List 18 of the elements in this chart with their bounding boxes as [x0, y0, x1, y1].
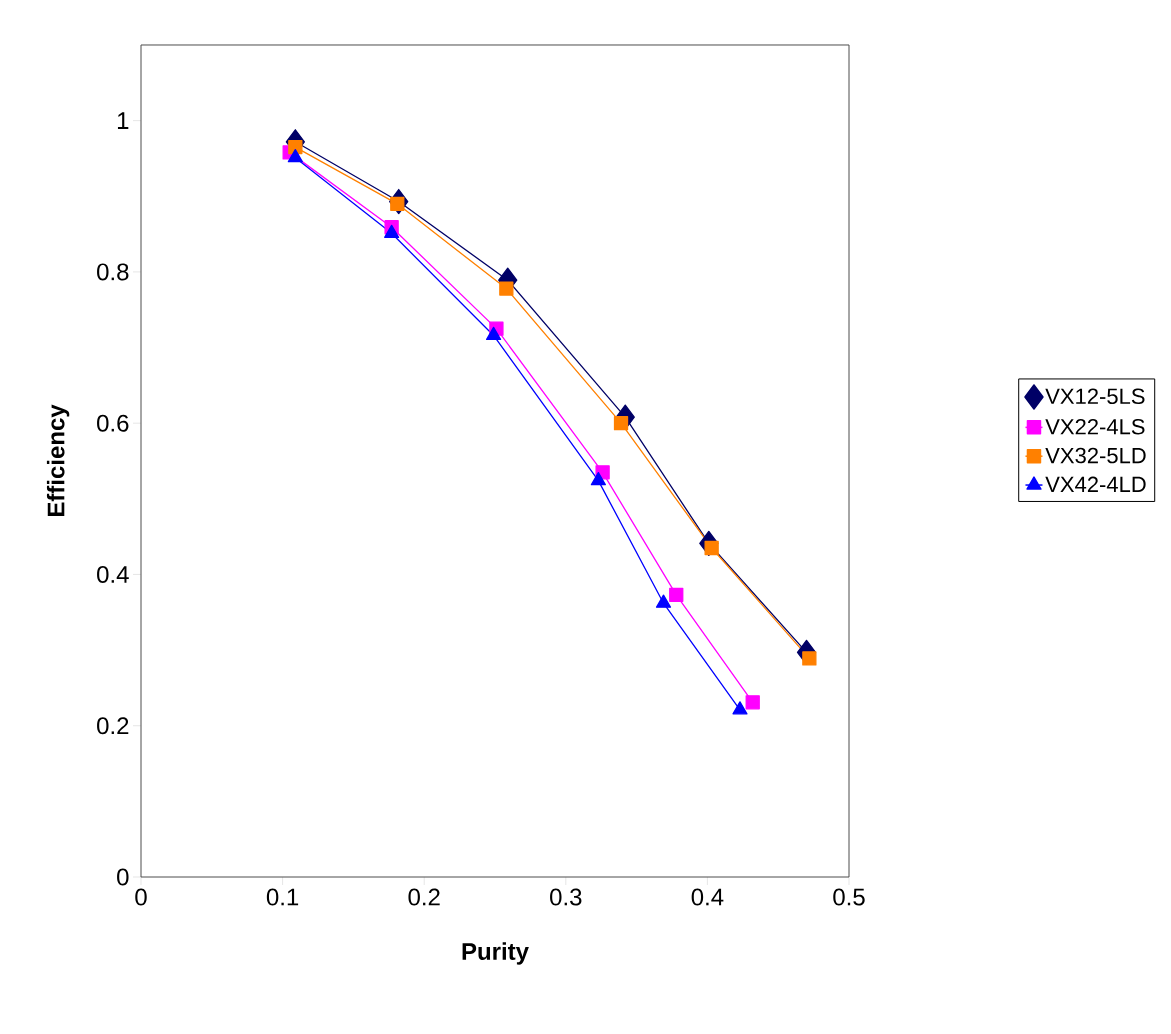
y-tick-label: 0.2 — [97, 717, 129, 735]
x-tick-label: 0.3 — [550, 888, 582, 906]
y-tick-label: 0.4 — [97, 565, 129, 583]
y-axis-title: Efficiency — [46, 404, 70, 517]
y-tick-label: 0.8 — [97, 263, 129, 281]
legend-label: VX22-4LS — [1045, 418, 1145, 435]
legend-label: VX12-5LS — [1045, 388, 1145, 405]
y-tick-label: 1 — [117, 112, 129, 129]
y-tick-label: 0 — [117, 868, 129, 886]
legend-label: VX32-5LD — [1045, 447, 1146, 464]
x-tick-label: 0.2 — [408, 888, 440, 906]
legend-label: VX42-4LD — [1045, 476, 1146, 492]
y-tick-label: 0.6 — [97, 414, 129, 432]
x-tick-label: 0.4 — [691, 888, 724, 906]
x-tick-label: 0 — [135, 888, 147, 906]
x-axis-title: Purity — [462, 942, 529, 965]
x-tick-label: 0.5 — [833, 888, 865, 906]
x-tick-label: 0.1 — [266, 888, 299, 906]
